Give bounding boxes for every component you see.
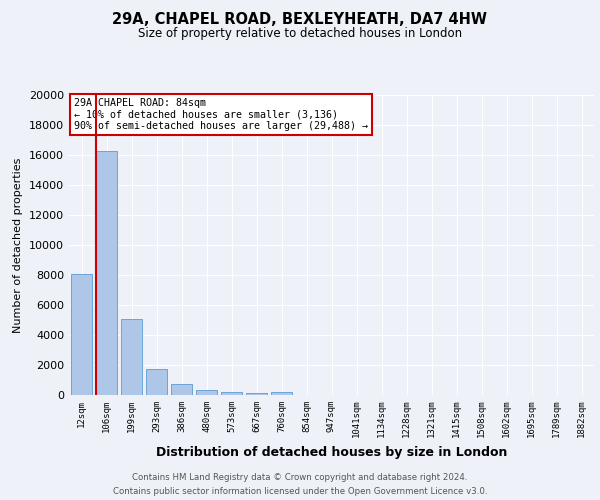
Bar bbox=[196, 390, 217, 395]
X-axis label: Distribution of detached houses by size in London: Distribution of detached houses by size … bbox=[156, 446, 507, 459]
Bar bbox=[246, 393, 267, 395]
Text: Contains HM Land Registry data © Crown copyright and database right 2024.: Contains HM Land Registry data © Crown c… bbox=[132, 472, 468, 482]
Bar bbox=[221, 392, 242, 395]
Text: 29A CHAPEL ROAD: 84sqm
← 10% of detached houses are smaller (3,136)
90% of semi-: 29A CHAPEL ROAD: 84sqm ← 10% of detached… bbox=[74, 98, 368, 131]
Bar bbox=[96, 150, 117, 395]
Y-axis label: Number of detached properties: Number of detached properties bbox=[13, 158, 23, 332]
Bar bbox=[121, 318, 142, 395]
Bar bbox=[171, 384, 192, 395]
Text: Contains public sector information licensed under the Open Government Licence v3: Contains public sector information licen… bbox=[113, 486, 487, 496]
Bar bbox=[71, 274, 92, 395]
Text: 29A, CHAPEL ROAD, BEXLEYHEATH, DA7 4HW: 29A, CHAPEL ROAD, BEXLEYHEATH, DA7 4HW bbox=[113, 12, 487, 28]
Bar bbox=[271, 392, 292, 395]
Bar bbox=[146, 369, 167, 395]
Text: Size of property relative to detached houses in London: Size of property relative to detached ho… bbox=[138, 28, 462, 40]
